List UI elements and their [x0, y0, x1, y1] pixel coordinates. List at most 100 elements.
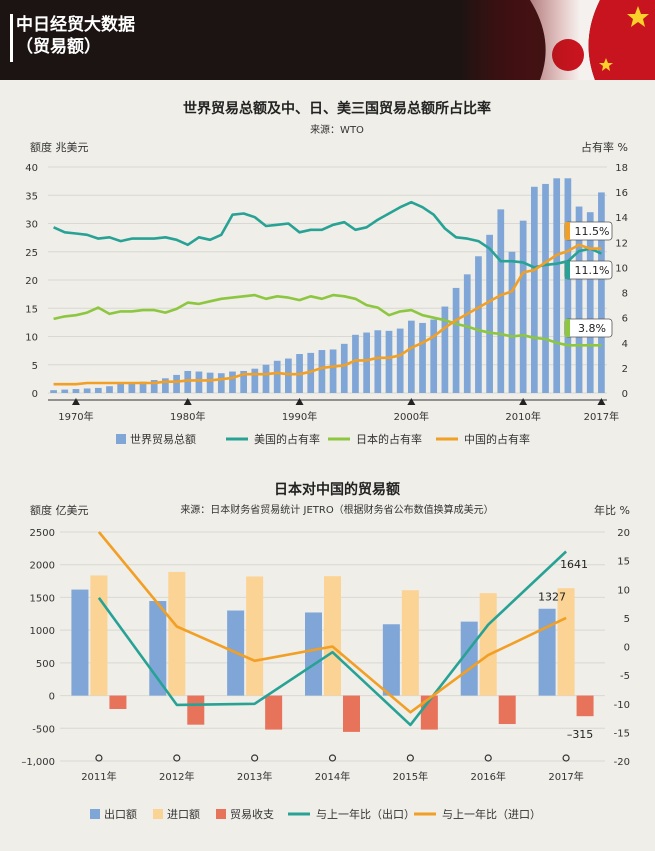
- bar-world-trade: [229, 371, 236, 393]
- bar-world-trade: [452, 287, 460, 393]
- bar-import: [401, 590, 419, 696]
- y-left-tick-label: 15: [25, 304, 38, 315]
- x-tick-marker: [519, 398, 528, 405]
- bar-world-trade: [318, 350, 326, 393]
- bar-balance: [576, 695, 594, 717]
- x-tick-marker: [407, 398, 416, 405]
- legend-label: 日本的占有率: [356, 432, 422, 446]
- bar-world-trade: [407, 320, 415, 393]
- bar-world-trade: [363, 332, 370, 393]
- legend-label: 世界贸易总额: [130, 432, 196, 446]
- bar-world-trade: [475, 256, 482, 393]
- bar-world-trade: [273, 360, 281, 393]
- x-tick-marker: [406, 754, 414, 762]
- x-tick-label: 2016年: [470, 770, 505, 783]
- chart1-ylabel-left: 额度 兆美元: [30, 140, 89, 154]
- y-right-tick-label: 2: [622, 364, 628, 375]
- y-left-tick-label: 2000: [30, 561, 55, 572]
- header-banner: 中日经贸大数据 （贸易额）: [0, 0, 655, 80]
- x-tick-label: 1980年: [170, 410, 205, 423]
- y-left-tick-label: –1,000: [21, 757, 55, 768]
- bar-import: [479, 593, 497, 696]
- bar-world-trade: [72, 389, 80, 393]
- bar-world-trade: [61, 389, 69, 393]
- bar-world-trade: [329, 349, 337, 393]
- y-right-tick-label: 16: [615, 188, 628, 199]
- line-china-share: [53, 243, 602, 386]
- y-left-tick-label: 10: [25, 333, 38, 344]
- x-tick-label: 2010年: [505, 410, 540, 423]
- japan-china-trade-chart-body: 日本对中国的贸易额 来源：日本财务省贸易统计 JETRO（根据财务省公布数值换算…: [21, 481, 630, 821]
- y-right-tick-label: -10: [614, 700, 630, 711]
- bar-world-trade: [374, 330, 382, 393]
- x-tick-label: 2011年: [81, 770, 116, 783]
- bar-world-trade: [598, 192, 605, 393]
- bar-import: [168, 571, 186, 696]
- y-left-tick-label: 1000: [30, 626, 55, 637]
- y-left-tick-label: 35: [25, 191, 38, 202]
- annotation-marker: [565, 319, 570, 337]
- bar-export: [305, 612, 322, 696]
- legend-swatch-bar: [153, 809, 163, 819]
- bar-world-trade: [553, 178, 561, 393]
- bar-world-trade: [519, 220, 527, 393]
- y-right-tick-label: 0: [622, 389, 628, 400]
- x-tick-marker: [95, 754, 103, 762]
- y-left-tick-label: 0: [32, 389, 38, 400]
- bar-world-trade: [184, 370, 192, 393]
- y-left-tick-label: 25: [25, 248, 38, 259]
- y-left-tick-label: 20: [25, 276, 38, 287]
- y-right-tick-label: 4: [622, 339, 628, 350]
- legend-label: 中国的占有率: [464, 432, 530, 446]
- x-tick-label: 1990年: [282, 410, 317, 423]
- bar-world-trade: [430, 319, 438, 393]
- bar-world-trade: [497, 209, 505, 393]
- y-right-tick-label: -5: [620, 671, 630, 682]
- y-right-tick-label: 6: [622, 314, 628, 325]
- bar-world-trade: [150, 380, 158, 393]
- y-right-tick-label: -15: [614, 728, 630, 739]
- x-tick-marker: [562, 754, 570, 762]
- bar-world-trade: [396, 328, 404, 393]
- y-right-tick-label: 20: [617, 528, 630, 539]
- data-label-balance-2017: –315: [567, 728, 594, 741]
- bar-export: [71, 589, 89, 696]
- bar-world-trade: [128, 382, 136, 393]
- chart2-title: 日本对中国的贸易额: [274, 481, 400, 498]
- x-tick-marker: [328, 754, 337, 762]
- bar-balance: [109, 695, 127, 709]
- bar-world-trade: [542, 183, 549, 393]
- y-left-tick-label: 0: [49, 692, 55, 703]
- bar-balance: [498, 695, 516, 725]
- bar-world-trade: [173, 374, 180, 393]
- y-right-tick-label: 14: [615, 213, 628, 224]
- bar-balance: [343, 695, 360, 732]
- x-tick-label: 2015年: [393, 770, 428, 783]
- chart1-ylabel-right: 占有率 %: [581, 140, 628, 154]
- bar-world-trade: [419, 322, 426, 393]
- x-tick-marker: [295, 398, 304, 405]
- bar-world-trade: [195, 371, 203, 393]
- y-right-tick-label: 8: [622, 289, 628, 300]
- x-tick-marker: [484, 754, 492, 762]
- y-right-tick-label: -20: [614, 757, 630, 768]
- line-export-yoy: [97, 550, 567, 727]
- line-us-share: [53, 200, 602, 269]
- y-left-tick-label: 5: [32, 361, 38, 372]
- china-flag-icon: [588, 0, 655, 80]
- bar-world-trade: [206, 372, 214, 393]
- annotation-label: 11.5%: [575, 225, 610, 238]
- bar-export: [538, 608, 556, 696]
- world-trade-chart: 世界贸易总额及中、日、美三国贸易总额所占比率 来源：WTO 额度 兆美元 占有率…: [25, 100, 628, 446]
- y-left-tick-label: 40: [25, 163, 38, 174]
- legend-swatch-bar: [216, 809, 226, 819]
- x-tick-marker: [173, 754, 181, 762]
- bar-export: [460, 621, 478, 696]
- data-label-export-2017: 1327: [538, 591, 566, 604]
- legend-swatch-bar: [90, 809, 100, 819]
- y-left-tick-label: 1500: [30, 593, 55, 604]
- y-right-tick-label: 18: [615, 163, 628, 174]
- bar-world-trade: [83, 388, 91, 393]
- annotation-label: 11.1%: [575, 264, 610, 277]
- y-right-tick-label: 0: [624, 643, 630, 654]
